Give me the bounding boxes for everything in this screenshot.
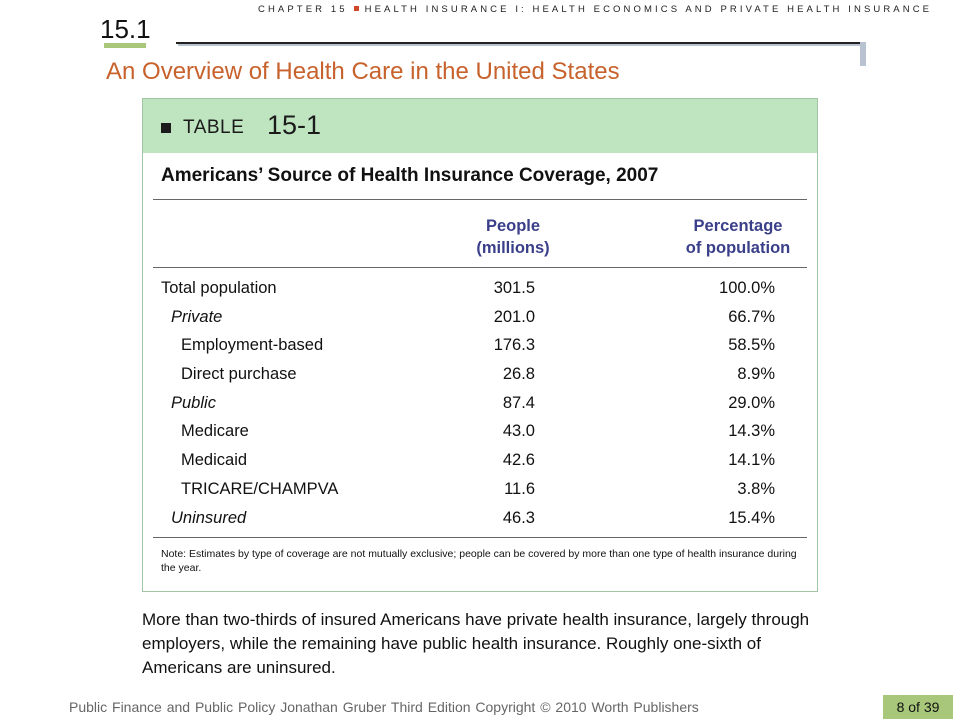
footer-credit: Public Finance and Public Policy Jonatha… (69, 699, 699, 715)
table-row: Private 201.0 66.7% (143, 306, 819, 335)
table-header-band: TABLE 15-1 (143, 99, 817, 153)
table-row: Total population 301.5 100.0% (143, 277, 819, 306)
row-people-value: 87.4 (502, 393, 535, 412)
row-percentage-value: 58.5% (728, 336, 775, 355)
column-header-pct-line2: of population (685, 239, 791, 257)
table-number: 15-1 (267, 110, 322, 140)
row-percentage-value: 100.0% (719, 279, 775, 297)
section-number: 15.1 (100, 14, 151, 44)
row-percentage-value: 3.8% (737, 479, 775, 498)
row-label: Total population (161, 279, 277, 297)
table-rule-bottom (153, 537, 807, 538)
row-label: Medicaid (181, 451, 248, 470)
section-number-underline (104, 43, 146, 48)
column-header-pct-line1: Percentage (693, 217, 783, 235)
row-label: Employment-based (181, 336, 324, 355)
row-people-value: 11.6 (504, 479, 535, 498)
table-row: TRICARE/CHAMPVA 11.6 3.8% (143, 478, 819, 507)
table-row: Medicaid 42.6 14.1% (143, 449, 819, 478)
table-rule-header (153, 267, 807, 268)
column-header-people-line2: (millions) (476, 239, 550, 257)
row-label: Private (171, 307, 223, 326)
row-people-value: 42.6 (502, 451, 535, 470)
row-people-value: 301.5 (493, 279, 535, 297)
header-right-tab (860, 42, 866, 66)
table-note: Note: Estimates by type of coverage are … (161, 548, 797, 574)
square-bullet-icon (353, 6, 359, 12)
header-rule-shadow (178, 44, 864, 46)
row-label: TRICARE/CHAMPVA (181, 479, 339, 498)
row-people-value: 46.3 (502, 508, 535, 527)
table-row: Medicare 43.0 14.3% (143, 420, 819, 449)
table-row: Uninsured 46.3 15.4% (143, 507, 819, 536)
table-row: Public 87.4 29.0% (143, 392, 819, 421)
row-percentage-value: 66.7% (728, 307, 775, 326)
slide-caption: More than two-thirds of insured American… (142, 610, 810, 677)
row-people-value: 43.0 (502, 422, 535, 441)
row-people-value: 26.8 (502, 365, 535, 384)
row-label: Medicare (181, 422, 249, 441)
row-percentage-value: 29.0% (728, 393, 775, 412)
row-percentage-value: 8.9% (737, 365, 775, 384)
table-panel: TABLE 15-1 Americans’ Source of Health I… (142, 98, 818, 592)
chapter-title: HEALTH INSURANCE I: HEALTH ECONOMICS AND… (364, 4, 933, 15)
column-header-people: People (millions) (443, 215, 583, 259)
row-percentage-value: 14.3% (728, 422, 775, 441)
column-header-people-line1: People (485, 217, 541, 235)
row-label: Public (171, 393, 216, 412)
row-people-value: 201.0 (493, 307, 535, 326)
row-percentage-value: 14.1% (728, 451, 775, 470)
row-percentage-value: 15.4% (728, 508, 775, 527)
chapter-running-head: CHAPTER 15 HEALTH INSURANCE I: HEALTH ECO… (258, 4, 932, 15)
square-bullet-icon (161, 123, 171, 133)
table-body: Total population 301.5 100.0% Private 201.0 6… (143, 277, 819, 535)
table-label: TABLE (183, 117, 245, 138)
table-rule-top (153, 199, 807, 200)
row-people-value: 176.3 (493, 336, 535, 355)
table-row: Direct purchase 26.8 8.9% (143, 363, 819, 392)
chapter-label: CHAPTER 15 (258, 4, 348, 15)
section-title: An Overview of Health Care in the United… (106, 58, 620, 85)
header-rule (176, 42, 864, 44)
table-row: Employment-based 176.3 58.5% (143, 334, 819, 363)
column-header-percentage: Percentage of population (663, 215, 813, 259)
page-number-badge: 8 of 39 (883, 695, 953, 719)
row-label: Uninsured (171, 508, 247, 527)
row-label: Direct purchase (181, 365, 297, 384)
table-title: Americans’ Source of Health Insurance Co… (161, 165, 659, 186)
